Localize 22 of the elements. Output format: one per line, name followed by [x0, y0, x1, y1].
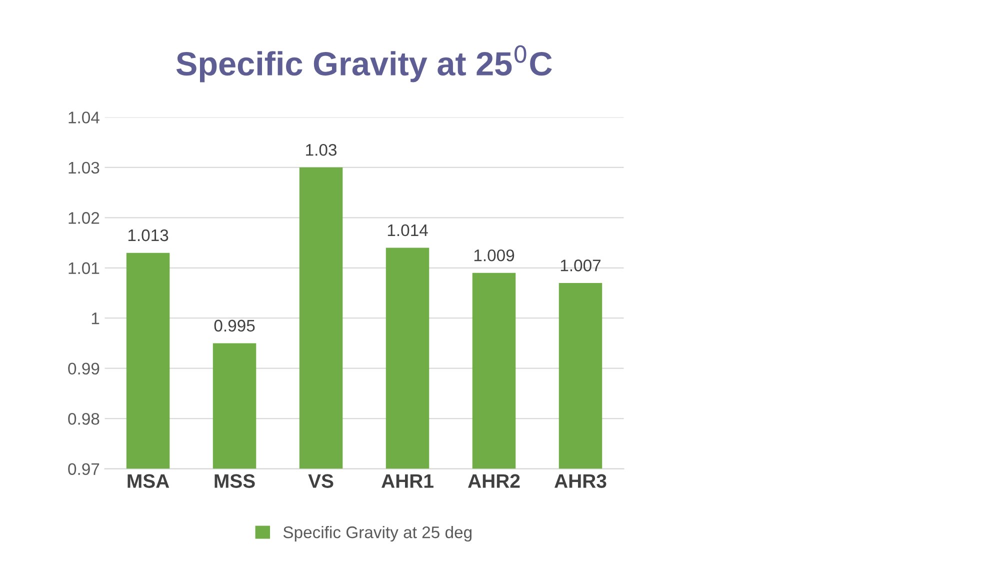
y-tick-label: 1.02 — [68, 212, 100, 224]
data-label: 1.007 — [560, 260, 601, 272]
y-tick-label: 1.01 — [68, 262, 100, 274]
y-tick-label: 0.99 — [68, 362, 100, 375]
data-label: 1.014 — [388, 224, 428, 236]
chart-title: Specific Gravity at 25$^{0}$C — [176, 45, 552, 82]
x-tick-label: AHR2 — [468, 474, 520, 488]
data-label: 1.013 — [128, 229, 168, 242]
y-tick-label: 0.98 — [68, 412, 100, 425]
x-tick-label: MSA — [128, 474, 170, 488]
x-tick-label: AHR3 — [554, 474, 606, 488]
x-tick-label: AHR1 — [382, 474, 434, 488]
x-tick-label: MSS — [214, 474, 255, 488]
legend-label: Specific Gravity at 25 deg — [283, 526, 472, 542]
y-tick-label: 1.04 — [68, 112, 100, 124]
y-tick-label: 0.97 — [68, 463, 100, 476]
y-tick-label: 1 — [92, 312, 100, 324]
y-tick-label: 1.03 — [68, 162, 100, 174]
x-tick-label: VS — [308, 474, 334, 488]
data-label: 1.009 — [474, 249, 514, 262]
data-label: 0.995 — [214, 320, 255, 332]
data-label: 1.03 — [306, 144, 337, 156]
